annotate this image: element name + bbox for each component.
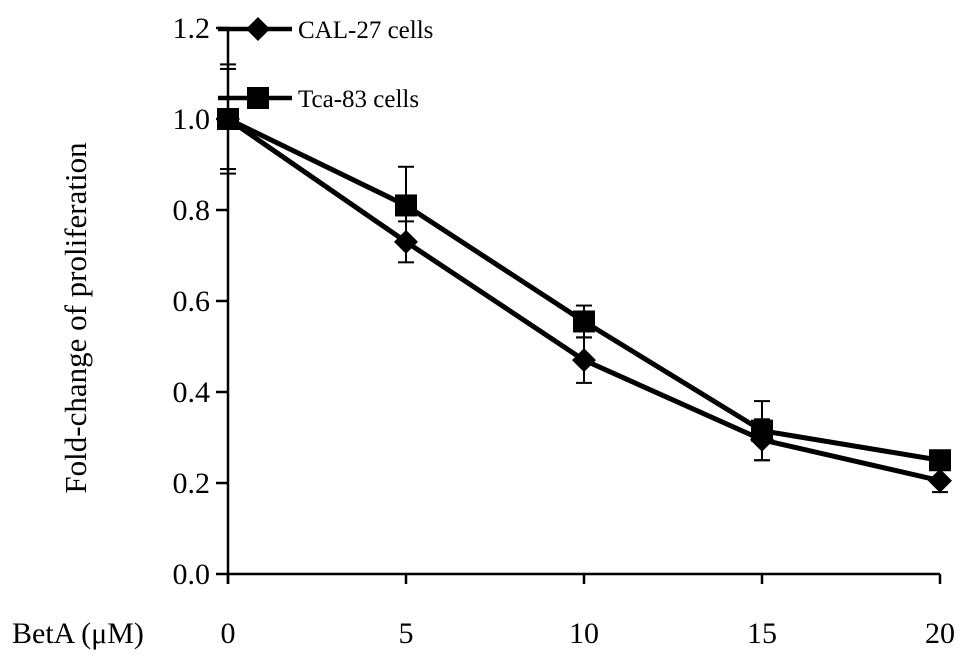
data-point <box>751 419 773 442</box>
y-tick-label: 1.0 <box>173 103 211 136</box>
legend: CAL-27 cells Tca-83 cells <box>218 17 433 113</box>
x-tick-label: 0 <box>221 617 236 650</box>
x-tick-label: 15 <box>747 617 777 650</box>
data-point <box>928 468 952 493</box>
x-axis-label: BetA (μM) <box>12 617 144 650</box>
series-layer <box>216 63 952 494</box>
legend-marker <box>247 87 269 109</box>
y-tick-label: 0.8 <box>173 194 211 227</box>
y-tick-label: 0.6 <box>173 285 211 318</box>
y-tick-label: 0.0 <box>173 558 211 591</box>
data-point <box>572 348 596 373</box>
x-tick-label: 5 <box>399 617 414 650</box>
y-tick-label: 0.4 <box>173 376 211 409</box>
series-2 <box>217 67 951 472</box>
legend-entry-1: CAL-27 cells <box>218 17 433 44</box>
data-point <box>395 194 417 217</box>
x-tick-label: 10 <box>569 617 599 650</box>
data-point <box>217 108 239 130</box>
series-line <box>226 116 941 463</box>
legend-marker <box>246 17 270 41</box>
y-tick-label: 0.2 <box>173 467 211 500</box>
series-1 <box>216 63 952 494</box>
y-axis-label: Fold-change of proliferation <box>58 142 93 494</box>
data-point <box>573 310 595 333</box>
x-tick-label: 20 <box>925 617 955 650</box>
y-tick-label: 1.2 <box>173 12 211 45</box>
legend-entry-2: Tca-83 cells <box>218 86 419 113</box>
legend-label: Tca-83 cells <box>298 86 419 113</box>
legend-label: CAL-27 cells <box>298 17 433 44</box>
data-point <box>929 449 951 472</box>
axes: 0.0 0.2 0.4 0.6 0.8 1.0 1.2 0 5 10 15 20 <box>173 12 956 650</box>
